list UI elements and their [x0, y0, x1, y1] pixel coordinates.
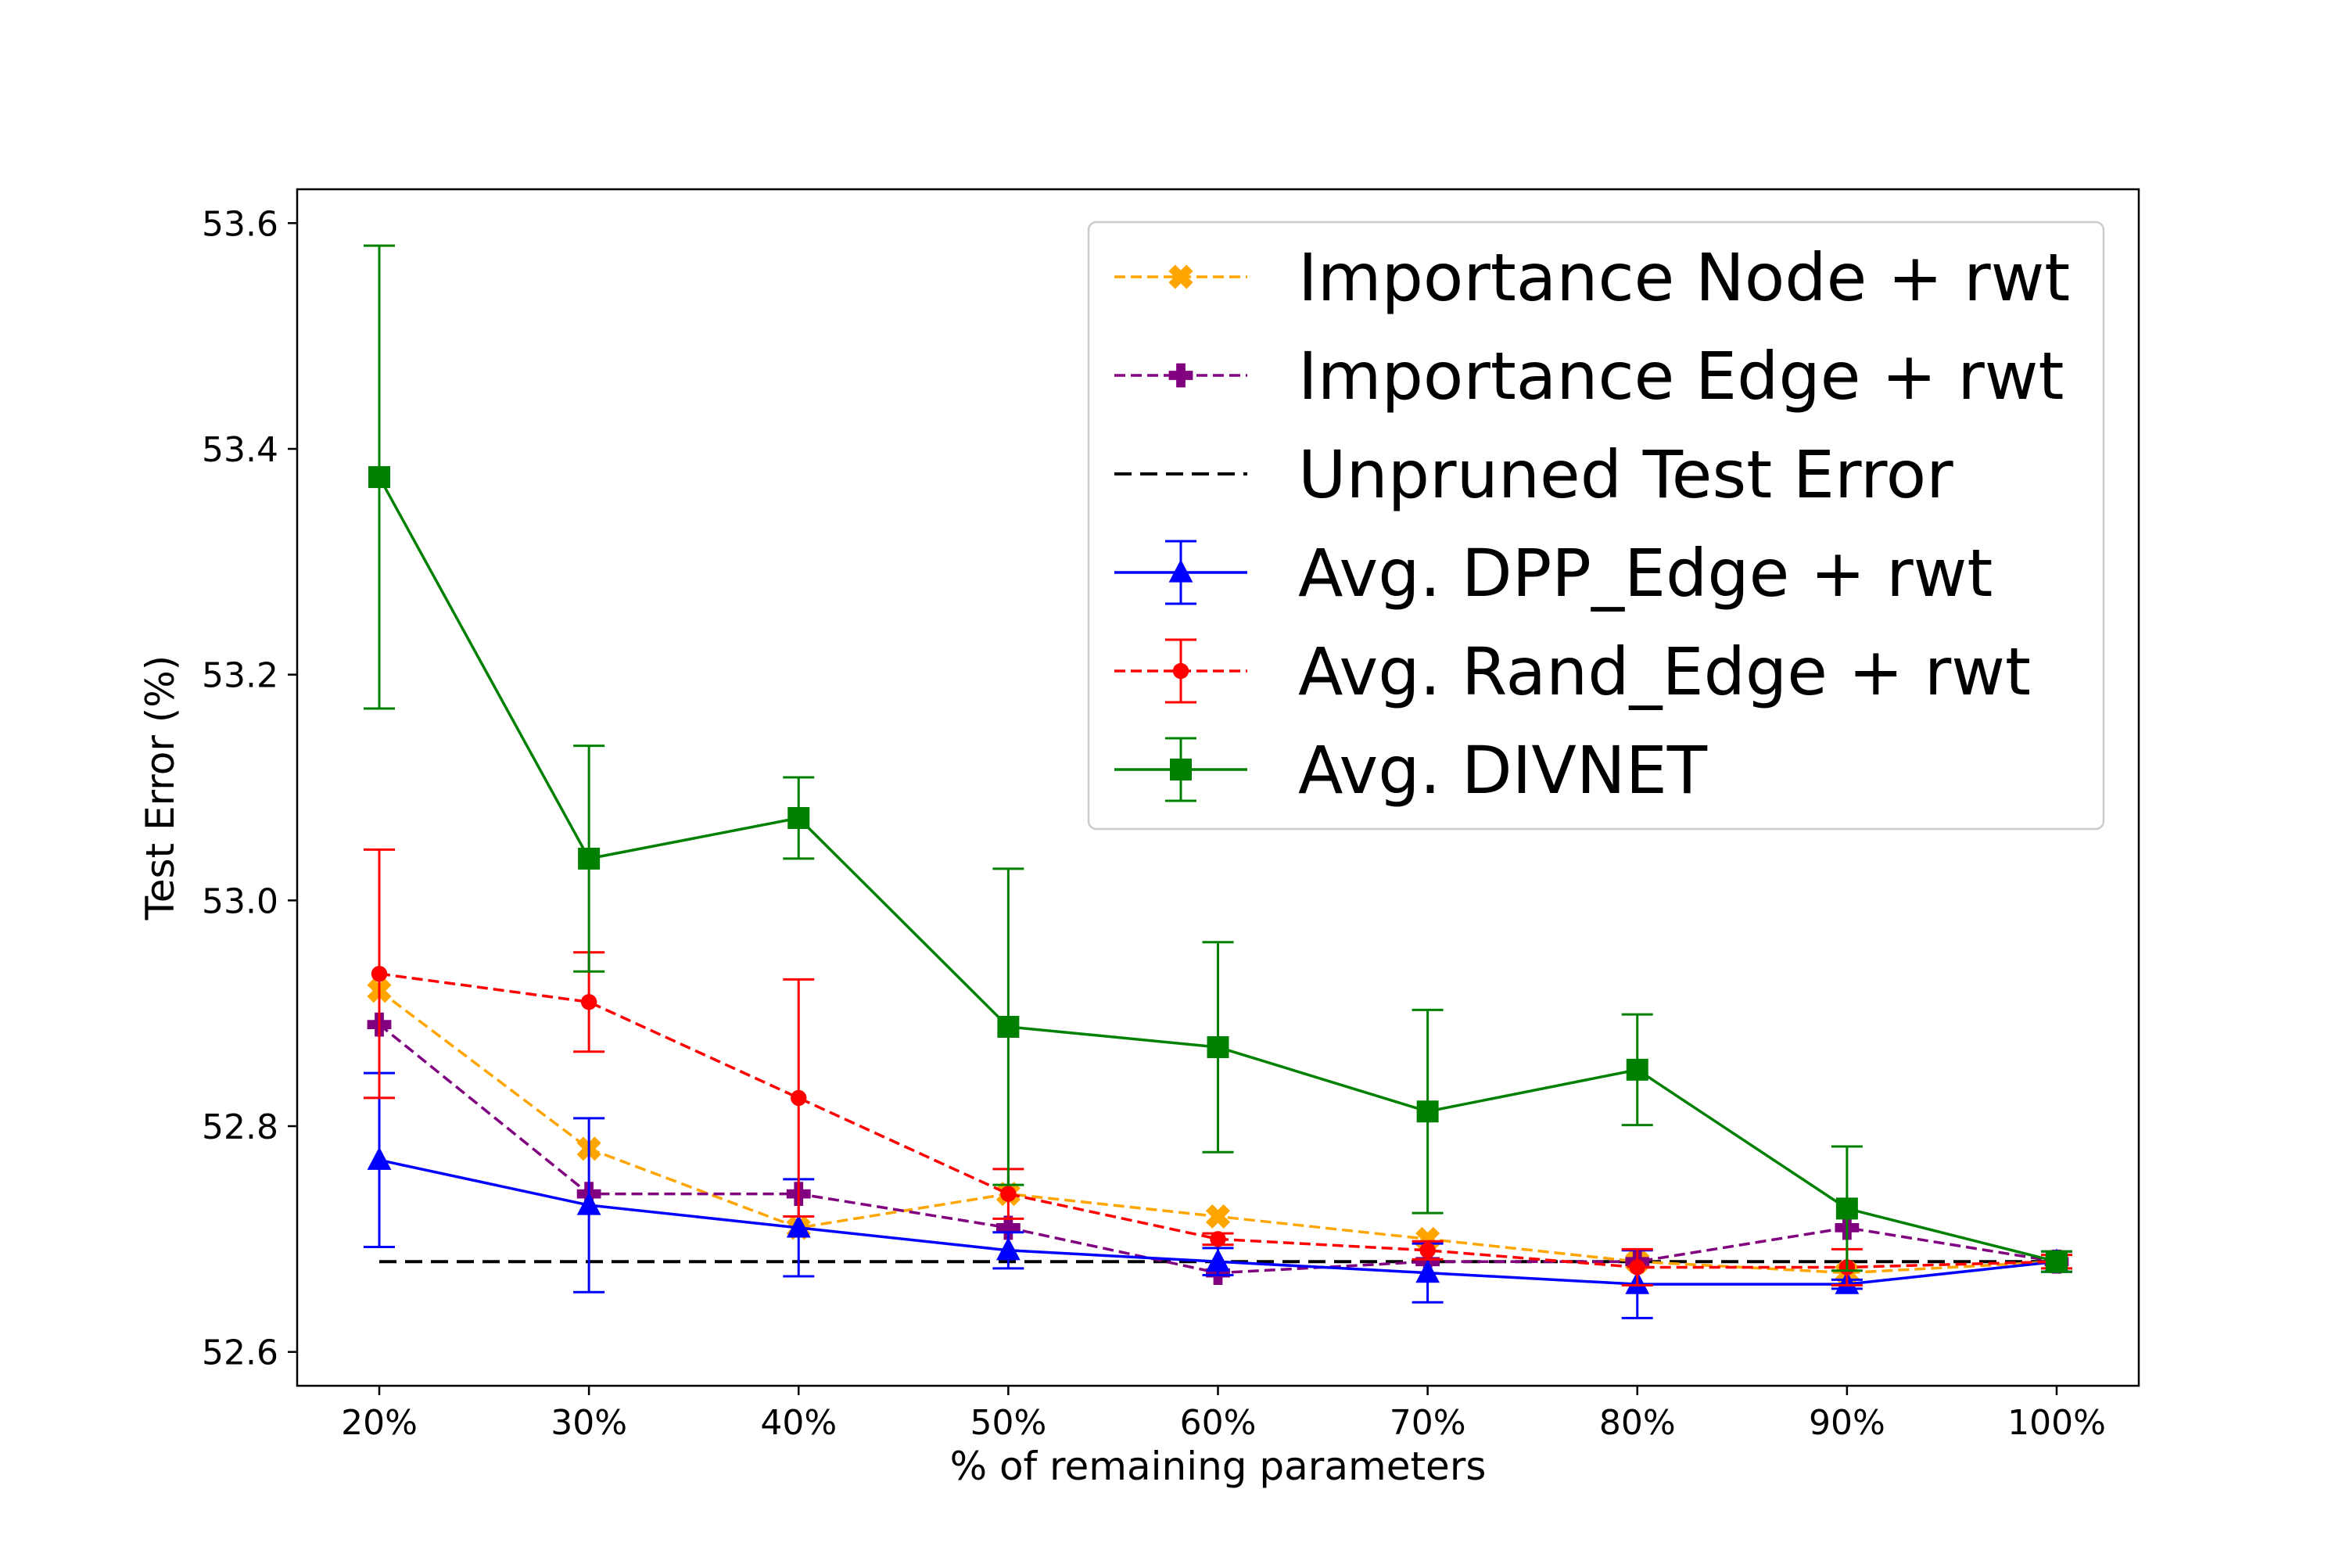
legend-marker-shape: [1168, 264, 1193, 289]
x-tick-label: 20%: [341, 1403, 418, 1443]
point-avg-rand-edge-rwt-2: [791, 1089, 807, 1107]
legend-marker: [1170, 759, 1192, 780]
point-avg-divnet-4: [1207, 1035, 1229, 1058]
x-tick-label: 50%: [970, 1403, 1046, 1443]
point-importance-node-rwt-5: [1415, 1226, 1440, 1251]
legend-label: Importance Node + rwt: [1298, 239, 2070, 316]
x-axis-title: % of remaining parameters: [950, 1444, 1487, 1489]
point-avg-rand-edge-rwt-1: [580, 994, 597, 1010]
point-avg-dpp-edge-rwt-3: [995, 1236, 1021, 1261]
y-tick-label: 53.2: [202, 656, 278, 696]
y-axis-title: Test Error (%): [138, 655, 183, 921]
legend: Importance Node + rwt Importance Edge + r…: [1087, 221, 2105, 831]
point-importance-node-rwt-4-shape: [1205, 1204, 1231, 1229]
y-tick-label: 53.0: [202, 881, 278, 921]
point-avg-divnet-7: [1835, 1197, 1858, 1220]
legend-marker: [1168, 363, 1193, 388]
legend-item-importance-node-rwt: Importance Node + rwt: [1114, 239, 2070, 316]
legend-label: Avg. DIVNET: [1298, 732, 1708, 809]
axes: 20% 30% 40% 50% 60% 70% 80% 90% 100% 52.6 52.8 53.0…: [202, 188, 2140, 1443]
legend-item-avg-dpp-edge-rwt: Avg. DPP_Edge + rwt: [1114, 535, 1993, 612]
point-avg-divnet-6: [1626, 1058, 1648, 1081]
legend-item-importance-edge-rwt: Importance Edge + rwt: [1114, 338, 2064, 414]
y-tick-label: 53.4: [202, 430, 278, 470]
point-avg-divnet-0: [368, 466, 390, 489]
x-tick-label: 60%: [1180, 1403, 1257, 1443]
y-tick-label: 53.6: [202, 204, 278, 244]
point-avg-divnet-1: [578, 847, 601, 870]
point-avg-divnet-8: [2046, 1250, 2068, 1273]
point-avg-dpp-edge-rwt-2: [786, 1215, 811, 1238]
legend-label: Avg. Rand_Edge + rwt: [1298, 633, 2031, 710]
point-avg-divnet-5: [1416, 1100, 1439, 1123]
x-tick-label: 70%: [1390, 1403, 1466, 1443]
y-tick-label: 52.8: [202, 1107, 278, 1147]
point-avg-divnet-3: [997, 1016, 1020, 1038]
legend-marker: [1172, 662, 1189, 680]
point-avg-dpp-edge-rwt-5: [1415, 1259, 1440, 1283]
point-avg-rand-edge-rwt-4: [1210, 1231, 1226, 1247]
point-avg-dpp-edge-rwt-0: [367, 1146, 392, 1170]
legend-marker: [1168, 264, 1193, 289]
point-avg-divnet-2: [787, 806, 810, 829]
point-avg-rand-edge-rwt-5: [1419, 1242, 1436, 1258]
point-avg-dpp-edge-rwt-1: [576, 1192, 601, 1215]
legend-item-avg-divnet: Avg. DIVNET: [1114, 732, 1708, 809]
series-avg-divnet: [364, 244, 2072, 1273]
legend-item-unpruned-test-error: Unpruned Test Error: [1114, 436, 1953, 513]
point-importance-node-rwt-5-shape: [1415, 1226, 1440, 1251]
point-avg-rand-edge-rwt-3: [1000, 1186, 1017, 1202]
point-avg-rand-edge-rwt-0: [371, 965, 388, 982]
legend-label: Importance Edge + rwt: [1298, 338, 2064, 414]
y-tick-label: 52.6: [202, 1333, 278, 1373]
legend-label: Unpruned Test Error: [1298, 436, 1953, 513]
x-tick-label: 90%: [1809, 1403, 1885, 1443]
point-importance-edge-rwt-3: [995, 1215, 1021, 1240]
legend-item-avg-rand-edge-rwt: Avg. Rand_Edge + rwt: [1114, 633, 2031, 710]
legend-box: [1087, 221, 2105, 831]
x-tick-label: 80%: [1599, 1403, 1676, 1443]
legend-marker: [1168, 559, 1193, 583]
x-tick-label: 100%: [2007, 1403, 2106, 1443]
x-tick-label: 30%: [551, 1403, 627, 1443]
point-importance-node-rwt-4: [1205, 1204, 1231, 1229]
point-avg-rand-edge-rwt-6: [1629, 1259, 1645, 1276]
plot-area: [364, 244, 2072, 1319]
point-avg-dpp-edge-rwt-4: [1206, 1248, 1230, 1272]
legend-label: Avg. DPP_Edge + rwt: [1298, 535, 1993, 612]
x-tick-label: 40%: [760, 1403, 837, 1443]
